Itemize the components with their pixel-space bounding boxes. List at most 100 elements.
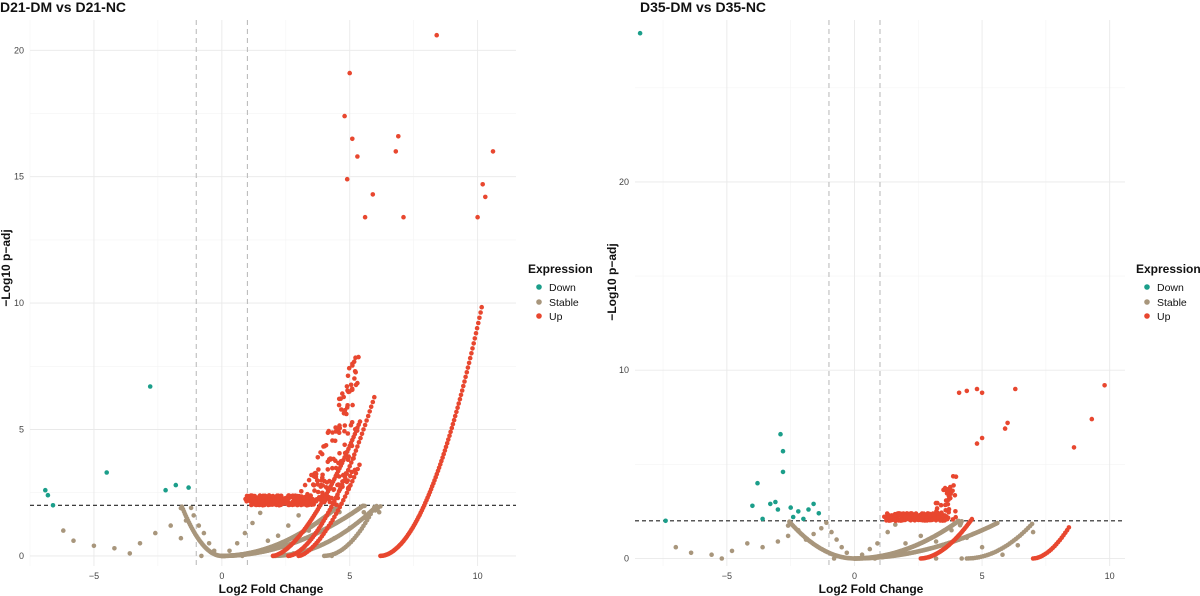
point-stable — [933, 539, 939, 544]
point-stable — [760, 544, 765, 550]
point-stable — [933, 556, 939, 561]
point-up — [459, 388, 465, 393]
point-up — [346, 365, 352, 371]
point-stable — [71, 538, 76, 543]
point-up — [938, 518, 943, 523]
point-down — [755, 480, 760, 486]
point-up — [325, 430, 331, 436]
tick-labels-right: −5 0 5 10 0 10 20 — [619, 177, 1115, 581]
point-stable — [875, 541, 880, 546]
point-up — [944, 491, 950, 496]
point-up — [440, 455, 445, 460]
point-up — [323, 443, 329, 448]
point-up — [892, 517, 898, 522]
point-up — [472, 336, 478, 341]
point-down — [806, 507, 811, 512]
point-up — [337, 425, 343, 431]
point-up — [312, 488, 317, 493]
point-up — [939, 510, 944, 515]
point-up — [313, 470, 318, 476]
point-down — [163, 487, 168, 493]
point-up — [471, 341, 477, 346]
point-stable — [834, 537, 839, 542]
point-up — [339, 407, 344, 412]
point-up — [945, 502, 951, 507]
point-up — [945, 516, 950, 522]
point-up — [244, 499, 249, 504]
point-up — [332, 438, 338, 444]
point-up — [336, 402, 342, 408]
point-stable — [227, 548, 232, 554]
point-down — [173, 482, 179, 488]
point-up — [938, 502, 944, 508]
point-up — [356, 354, 361, 360]
point-up — [477, 315, 482, 321]
point-up — [450, 421, 456, 427]
point-up — [253, 502, 259, 508]
point-up — [950, 488, 955, 494]
point-down — [45, 492, 51, 498]
point-up — [299, 489, 304, 494]
point-up — [359, 431, 365, 437]
point-down — [147, 384, 153, 389]
point-stable — [234, 541, 240, 546]
point-stable — [775, 539, 781, 544]
point-down — [816, 511, 822, 516]
point-stable — [995, 520, 1000, 526]
point-stable — [196, 523, 202, 528]
point-down — [768, 501, 773, 507]
legend-label-up-left: Up — [549, 311, 563, 323]
point-up — [353, 448, 359, 453]
point-down — [811, 501, 816, 507]
point-down — [780, 469, 786, 475]
point-up — [953, 514, 958, 520]
point-stable — [153, 530, 158, 536]
point-down — [663, 518, 668, 524]
point-up — [350, 479, 355, 484]
legend-label-down-right: Down — [1157, 282, 1184, 294]
point-up — [478, 310, 483, 315]
point-up — [443, 444, 449, 450]
point-up — [345, 373, 351, 379]
point-up — [350, 387, 355, 393]
x-tick-label: −5 — [89, 571, 99, 581]
point-up — [444, 441, 450, 446]
point-stable — [257, 510, 263, 516]
point-up — [449, 425, 455, 431]
point-stable — [112, 546, 117, 551]
point-stable — [1030, 529, 1036, 535]
y-tick-label: 0 — [19, 551, 24, 561]
point-up — [325, 467, 331, 472]
point-down — [43, 487, 48, 493]
point-down — [773, 499, 778, 505]
point-up — [434, 32, 440, 38]
point-up — [480, 182, 486, 187]
point-up — [350, 402, 355, 408]
point-up — [401, 214, 406, 220]
point-up — [1102, 383, 1107, 388]
point-up — [361, 427, 366, 432]
point-stable — [885, 529, 890, 535]
point-up — [461, 383, 466, 389]
point-up — [979, 390, 985, 396]
point-stable — [803, 537, 809, 542]
point-up — [346, 389, 351, 395]
point-up — [467, 355, 473, 361]
point-up — [351, 359, 357, 365]
point-up — [355, 380, 360, 386]
point-up — [458, 392, 464, 398]
point-up — [262, 494, 268, 500]
point-up — [358, 435, 363, 441]
point-stable — [306, 528, 312, 533]
point-up — [357, 419, 363, 424]
point-up — [285, 497, 290, 503]
legend-swatch-down-left — [536, 284, 542, 290]
point-up — [368, 404, 374, 410]
point-up — [393, 149, 399, 154]
point-stable — [168, 523, 173, 528]
point-up — [352, 376, 357, 381]
point-stable — [729, 548, 735, 554]
point-up — [964, 388, 970, 394]
point-up — [364, 418, 369, 423]
point-stable — [191, 513, 196, 518]
